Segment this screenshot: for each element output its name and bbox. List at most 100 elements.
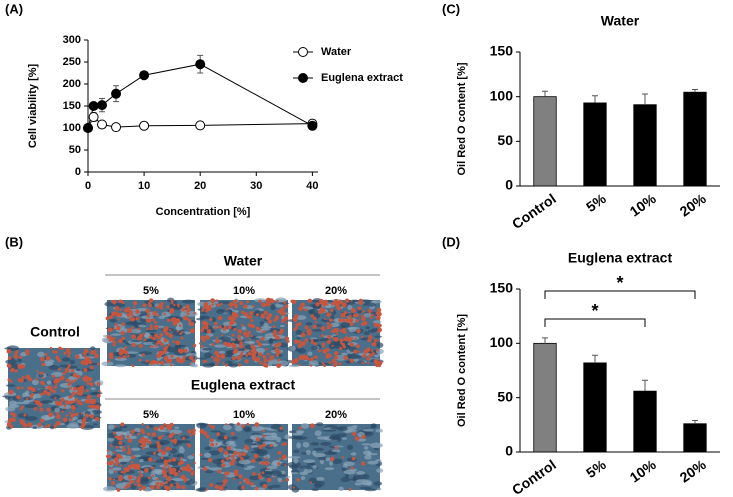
x-axis-label: Concentration [%] (156, 206, 251, 218)
lipid-droplet (98, 390, 101, 393)
lipid-droplet (128, 309, 133, 315)
lipid-droplet (138, 471, 142, 474)
cell (112, 467, 122, 471)
lipid-droplet (350, 466, 354, 470)
lipid-droplet (354, 436, 360, 441)
lipid-droplet (209, 317, 213, 322)
cell (314, 430, 322, 437)
lipid-droplet (321, 362, 325, 365)
lipid-droplet (62, 417, 68, 423)
lipid-droplet (328, 354, 332, 358)
lipid-droplet (155, 344, 158, 348)
lipid-droplet (243, 312, 248, 317)
lipid-droplet (273, 318, 277, 322)
lipid-droplet (14, 354, 18, 358)
lipid-droplet (163, 312, 166, 316)
column-label: 20% (325, 409, 347, 421)
lipid-droplet (40, 371, 44, 375)
lipid-droplet (111, 300, 115, 304)
lipid-droplet (131, 364, 135, 368)
lipid-droplet (361, 361, 364, 365)
lipid-droplet (262, 354, 267, 359)
lipid-droplet (160, 456, 164, 460)
lipid-droplet (112, 451, 116, 454)
y-axis-label: Cell viability [%] (27, 63, 39, 148)
cell (260, 325, 273, 329)
lipid-droplet (290, 299, 294, 303)
cell (324, 467, 335, 471)
lipid-droplet (113, 457, 119, 462)
lipid-droplet (223, 325, 227, 329)
lipid-droplet (37, 422, 42, 427)
lipid-droplet (341, 342, 346, 347)
lipid-droplet (7, 356, 12, 361)
lipid-droplet (371, 342, 377, 347)
lipid-droplet (240, 341, 244, 345)
cell (255, 347, 266, 353)
lipid-droplet (209, 438, 214, 443)
lipid-droplet (338, 318, 342, 323)
lipid-droplet (77, 391, 83, 397)
lipid-droplet (156, 353, 162, 359)
lipid-droplet (273, 476, 276, 479)
lipid-droplet (220, 459, 225, 464)
cell (46, 380, 52, 385)
cell (373, 481, 383, 486)
lipid-droplet (61, 347, 64, 351)
lipid-droplet (351, 456, 356, 461)
cell (319, 337, 330, 342)
lipid-droplet (348, 488, 352, 491)
lipid-droplet (170, 317, 175, 322)
lipid-droplet (117, 318, 120, 321)
lipid-droplet (330, 456, 335, 462)
lipid-droplet (347, 337, 353, 343)
lipid-droplet (121, 336, 126, 341)
cell (300, 422, 310, 429)
marker (111, 88, 122, 99)
cell (348, 468, 358, 472)
lipid-droplet (237, 363, 242, 367)
lipid-droplet (241, 451, 247, 457)
lipid-droplet (165, 331, 169, 336)
cell (361, 443, 371, 446)
lipid-droplet (111, 311, 116, 317)
lipid-droplet (149, 360, 154, 365)
cell (148, 443, 160, 449)
lipid-droplet (86, 389, 90, 392)
lipid-droplet (57, 401, 63, 407)
lipid-droplet (43, 389, 48, 395)
lipid-droplet (358, 300, 364, 306)
lipid-droplet (255, 339, 260, 344)
lipid-droplet (254, 456, 257, 459)
lipid-droplet (12, 413, 17, 418)
lipid-droplet (285, 478, 290, 482)
cell (203, 452, 212, 458)
lipid-droplet (182, 355, 186, 359)
cell (24, 416, 38, 421)
lipid-droplet (53, 385, 57, 389)
lipid-droplet (240, 457, 244, 461)
lipid-droplet (349, 322, 354, 326)
cell (270, 484, 281, 488)
lipid-droplet (110, 444, 113, 447)
lipid-droplet (292, 317, 298, 322)
lipid-droplet (89, 382, 94, 387)
lipid-droplet (309, 423, 315, 429)
lipid-droplet (258, 352, 263, 357)
lipid-droplet (343, 314, 346, 318)
lipid-droplet (150, 466, 154, 470)
lipid-droplet (175, 482, 179, 486)
lipid-droplet (220, 353, 226, 359)
lipid-droplet (124, 485, 128, 490)
lipid-droplet (307, 357, 310, 361)
y-tick-label: 0 (505, 443, 513, 459)
cell (235, 462, 242, 467)
lipid-droplet (250, 319, 254, 323)
lipid-droplet (183, 480, 187, 483)
column-label: 5% (143, 285, 159, 297)
cell (214, 344, 227, 348)
cell (211, 317, 217, 323)
lipid-droplet (265, 301, 271, 307)
lipid-droplet (339, 346, 343, 351)
cell (20, 351, 28, 357)
